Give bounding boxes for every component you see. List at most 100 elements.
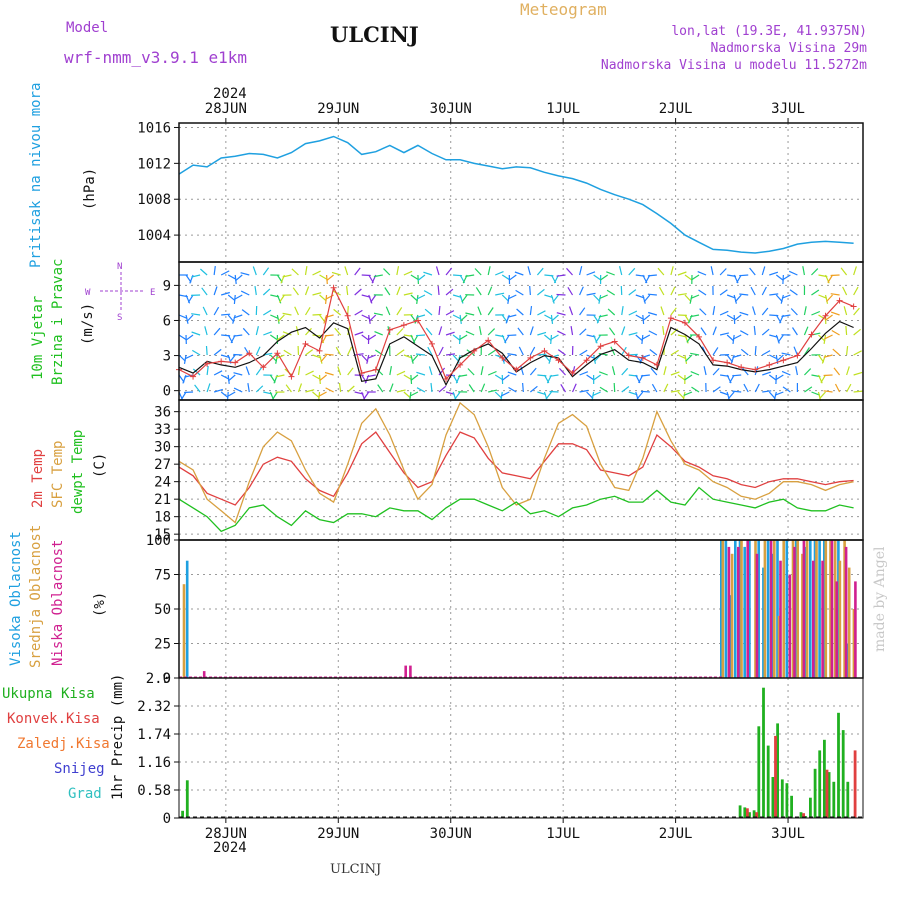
compass-n: N	[117, 262, 123, 272]
wind-barb-338	[507, 314, 517, 318]
cloud-bar-high-10	[766, 540, 770, 678]
footer-station: ULCINJ	[330, 862, 382, 877]
wind-barb-39	[213, 348, 222, 356]
wind-barb-664	[834, 383, 841, 393]
wind-barb-508	[684, 354, 688, 365]
wind-barb-414	[593, 294, 601, 302]
ytick-label-p0-1: 1008	[137, 192, 171, 208]
wind-barb-61	[228, 374, 236, 382]
wind-barb-382	[549, 354, 559, 359]
wind-barb-478	[648, 311, 658, 316]
wind-barb-252	[423, 271, 433, 276]
temp-line-1	[178, 401, 854, 524]
wind-barb-538	[712, 386, 721, 393]
precip-bar-total-17	[809, 797, 812, 818]
wind-barb-559	[727, 391, 735, 400]
xlabel-bottom-0: 28JUN	[205, 826, 247, 842]
wind-barb-678	[853, 390, 863, 393]
wind-barb-219	[396, 307, 403, 316]
wind-barb-67	[233, 353, 243, 356]
wind-barb-595	[775, 274, 784, 281]
wind-barb-339	[507, 334, 517, 337]
wind-barb-158	[324, 353, 334, 356]
wind-barb-366	[544, 314, 553, 320]
wind-barb-569	[739, 311, 749, 316]
precip-bar-total-23	[837, 712, 840, 818]
cloud-bar-high-11	[771, 553, 775, 678]
cloud-bar-low-6	[755, 553, 759, 678]
wind-barb-145	[318, 374, 321, 385]
wind-barb-279	[452, 391, 457, 401]
cloud-bar-high-0	[185, 560, 189, 678]
wind-barb-185	[361, 334, 370, 341]
wind-barb-220	[396, 328, 404, 336]
wind-barb-300	[468, 384, 475, 393]
wind-barb-545	[719, 391, 729, 396]
wind-barb-130	[305, 349, 314, 356]
panel-frame-0	[178, 122, 864, 263]
wind-barb-71	[240, 290, 250, 296]
wind-barb-656	[823, 374, 833, 377]
wind-barb-424	[593, 354, 602, 362]
wind-gust-marker-11	[330, 284, 337, 291]
pressure-unit: (hPa)	[82, 167, 98, 210]
wind-gust-marker-13	[358, 370, 365, 377]
ytick-label-p4-2: 1.16	[137, 755, 171, 771]
wind-gust-marker-42	[766, 361, 773, 368]
cloud-bar-high-16	[809, 540, 812, 678]
wind-gust-marker-3	[218, 358, 225, 365]
wind-barb-517	[683, 391, 693, 396]
wind-barb-203	[373, 274, 383, 278]
wind-barb-603	[780, 294, 784, 304]
wind-barb-250	[416, 371, 426, 376]
wind-barb-334	[501, 374, 510, 381]
wind-barb-616	[788, 270, 798, 276]
wind-barb-127	[304, 286, 310, 296]
wind-barb-212	[385, 306, 391, 316]
wind-gust-marker-10	[316, 347, 323, 354]
wind-barb-72	[241, 309, 250, 316]
wind-barb-64	[234, 294, 243, 300]
wind-barb-69	[233, 387, 243, 393]
wind-barb-596	[775, 294, 783, 303]
precip-bar-conv-5	[853, 750, 857, 818]
wind-barb-25	[191, 349, 201, 356]
ytick-label-p2-4: 27	[154, 457, 171, 473]
wind-barb-357	[536, 267, 544, 276]
wind-barb-254	[424, 308, 433, 316]
wind-barb-13	[180, 391, 187, 401]
wind-barb-479	[648, 330, 658, 336]
wind-barb-260	[437, 285, 440, 296]
precip-bar-total-22	[832, 781, 836, 818]
wind-barb-100	[276, 314, 280, 324]
wind-barb-425	[592, 374, 601, 381]
wind-barb-83	[255, 385, 264, 393]
precip-bar-total-10	[776, 723, 779, 818]
wind-barb-448	[628, 267, 636, 276]
wind-barb-248	[415, 334, 426, 337]
wind-barb-244	[409, 391, 419, 397]
wind-barb-41	[213, 388, 223, 393]
lonlat-label: lon,lat (19.3E, 41.9375N)	[671, 24, 867, 39]
cloud-bar-low-13	[821, 560, 824, 678]
wind-barb-593	[768, 374, 777, 381]
wind-barb-463	[642, 294, 646, 304]
cloud-bar-mid-2	[730, 553, 734, 678]
ytick-label-p4-1: 0.58	[137, 783, 171, 799]
wind-barb-404	[579, 371, 589, 376]
wind-barb-608	[774, 391, 784, 396]
wind-barb-312	[487, 349, 497, 356]
wind-barb-216	[389, 383, 394, 393]
wind-gust-marker-33	[639, 354, 646, 361]
precip-bar-total-7	[762, 687, 765, 818]
wind-barb-17	[185, 334, 194, 341]
cloud-bar-mid-5	[763, 540, 767, 678]
cloud-bar-low-11	[802, 540, 806, 678]
wind-barb-580	[754, 383, 760, 393]
wind-barb-386	[556, 293, 566, 296]
wind-barb-387	[556, 312, 566, 316]
xlabel-bottom-3: 1JUL	[546, 826, 580, 842]
wind-barb-568	[739, 293, 749, 296]
wind-barb-205	[373, 312, 383, 316]
wind-barb-36	[213, 286, 218, 296]
